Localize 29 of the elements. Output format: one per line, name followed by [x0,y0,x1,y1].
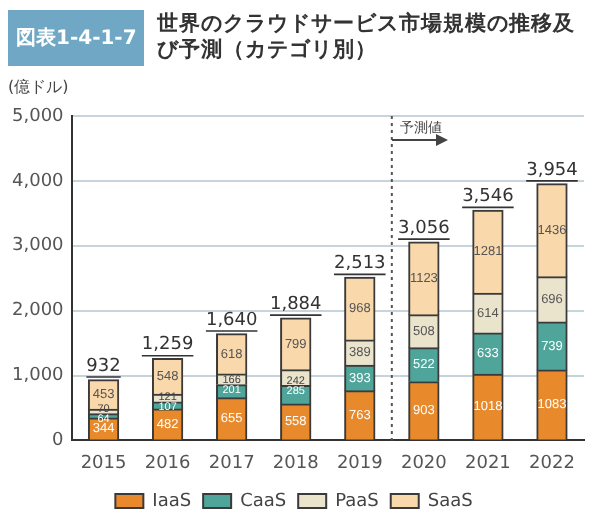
total-label: 2,513 [334,254,386,275]
total-label: 932 [86,356,121,377]
y-tick-label: 2,000 [12,301,65,322]
total-label: 3,954 [526,160,579,181]
x-tick-label: 2022 [529,453,575,474]
y-tick-label: 4,000 [12,171,65,192]
legend-label: SaaS [427,491,474,512]
chart-title: 世界のクラウドサービス市場規模の推移及び予測（カテゴリ別） [156,12,577,64]
x-tick-label: 2018 [272,453,320,474]
x-tick-label: 2019 [336,453,384,474]
total-label: 1,259 [141,335,194,356]
y-tick-label: 0 [52,431,65,452]
total-label: 3,546 [462,187,515,208]
total-label: 1,640 [205,310,258,331]
total-label: 3,056 [398,218,451,239]
total-label: 1,884 [269,294,323,315]
y-axis-title: (億ドル) [8,78,69,97]
x-tick-label: 2021 [465,453,511,474]
legend-label: CaaS [240,491,287,512]
x-tick-label: 2020 [400,453,448,474]
x-tick-label: 2017 [208,453,255,474]
legend-label: PaaS [335,491,380,512]
legend-label: IaaS [152,491,192,512]
x-tick-label: 2016 [144,453,192,474]
y-tick-label: 5,000 [12,106,65,127]
y-tick-label: 3,000 [12,236,65,257]
text: 図表1-4-1-7 [8,10,145,66]
y-tick-label: 1,000 [12,366,65,387]
x-tick-label: 2015 [80,453,127,474]
